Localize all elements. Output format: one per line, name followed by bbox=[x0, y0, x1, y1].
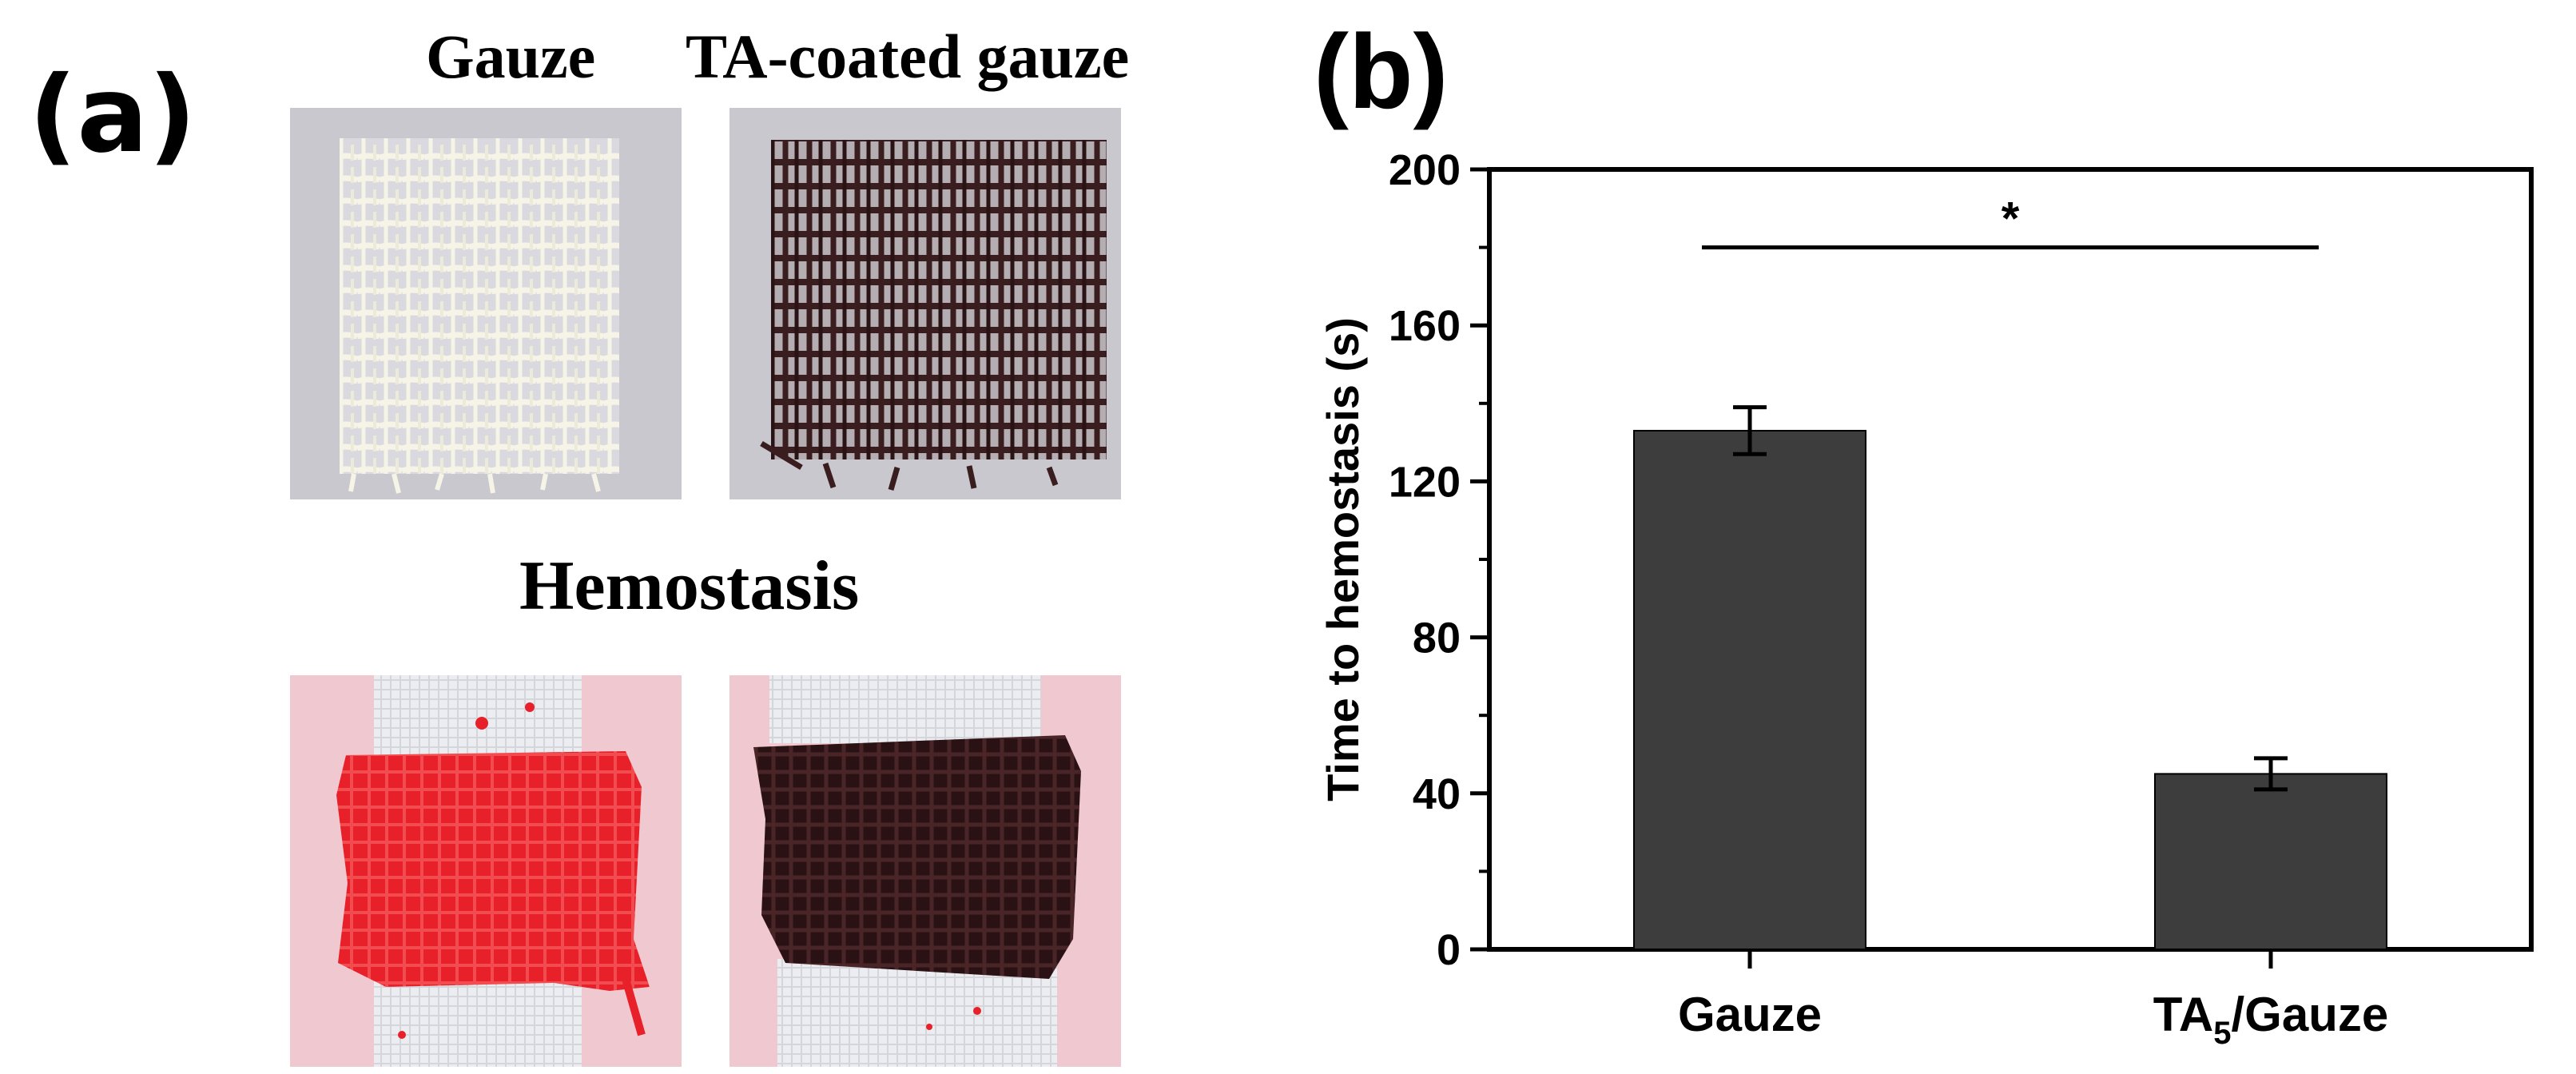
bar-1 bbox=[2154, 773, 2387, 951]
x-axis-labels: Gauze TA5/Gauze bbox=[1678, 949, 2388, 1051]
photo-title-gauze: Gauze bbox=[426, 22, 596, 91]
photo-ta-coated-gauze bbox=[729, 108, 1121, 499]
bar-0 bbox=[1633, 429, 1866, 950]
y-tick-label: 80 bbox=[1413, 615, 1461, 662]
x-tick-label-0: Gauze bbox=[1678, 988, 1822, 1041]
bars bbox=[1633, 405, 2387, 951]
y-tick-label: 200 bbox=[1389, 146, 1461, 194]
x-label-main: Gauze bbox=[1678, 988, 1822, 1041]
hemostasis-bar-chart: (b) 0 40 80 120 160 200 Gauze TA5/Gauze * Time… bbox=[1314, 13, 2534, 1051]
photo-hemostasis-gauze bbox=[290, 675, 682, 1067]
y-axis-ticks: 0 40 80 120 160 200 bbox=[1389, 146, 1489, 974]
panel-a-label: (a) bbox=[29, 54, 197, 177]
photo-title-hemostasis: Hemostasis bbox=[519, 547, 860, 625]
x-label-main: TA bbox=[2153, 988, 2214, 1041]
photo-gauze bbox=[290, 108, 682, 499]
x-tick-label-1: TA5/Gauze bbox=[2153, 988, 2389, 1051]
x-label-subscript: 5 bbox=[2213, 1016, 2231, 1051]
x-label-tail: /Gauze bbox=[2232, 988, 2389, 1041]
panel-b-label: (b) bbox=[1314, 13, 1449, 130]
y-tick-label: 0 bbox=[1437, 926, 1461, 974]
photo-title-ta-coated: TA-coated gauze bbox=[686, 22, 1130, 91]
photo-hemostasis-ta-coated-gauze bbox=[729, 675, 1121, 1067]
y-tick-label: 120 bbox=[1389, 458, 1461, 506]
y-tick-label: 40 bbox=[1413, 770, 1461, 818]
significance-marker: * bbox=[2002, 193, 2020, 245]
y-tick-label: 160 bbox=[1389, 302, 1461, 350]
y-axis-label: Time to hemostasis (s) bbox=[1318, 317, 1368, 802]
significance-annotation: * bbox=[1702, 193, 2319, 250]
